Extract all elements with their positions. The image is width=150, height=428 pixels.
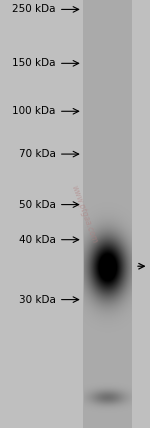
Text: 250 kDa: 250 kDa	[12, 4, 56, 15]
Text: 40 kDa: 40 kDa	[19, 235, 56, 245]
Text: 100 kDa: 100 kDa	[12, 106, 56, 116]
Text: 50 kDa: 50 kDa	[19, 199, 56, 210]
Text: 30 kDa: 30 kDa	[19, 294, 56, 305]
Text: 150 kDa: 150 kDa	[12, 58, 56, 68]
Text: 70 kDa: 70 kDa	[19, 149, 56, 159]
Text: www.ptgaa.com: www.ptgaa.com	[69, 184, 99, 244]
